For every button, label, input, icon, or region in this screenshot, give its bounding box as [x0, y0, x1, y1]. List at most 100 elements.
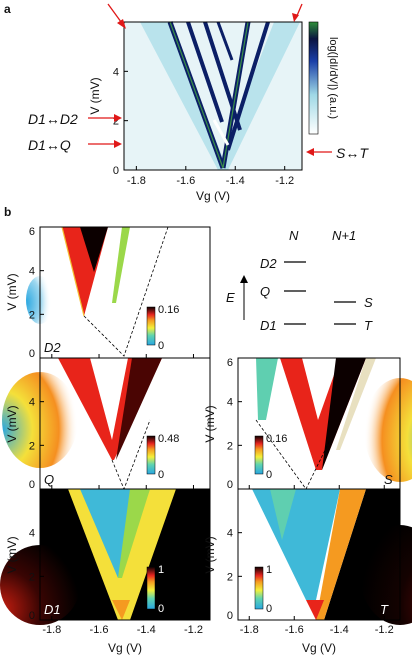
d1-xtick-label: -1.8 — [42, 624, 61, 636]
d2-colorbar — [146, 306, 156, 346]
q-label: Q — [44, 472, 54, 487]
panel-a-xlabel: Vg (V) — [196, 189, 230, 203]
d2-ytick-label: 0 — [29, 348, 35, 360]
d2-ylabel: V (mV) — [5, 273, 19, 310]
d2-green-stripe — [112, 227, 130, 303]
t-ylabel: V (mV) — [203, 536, 217, 573]
d2-cbar-max: 0.16 — [158, 304, 179, 316]
t-label: T — [380, 602, 389, 617]
d2-ytick-label: 6 — [29, 226, 35, 238]
panel-q: 0.48 0 Q — [2, 357, 211, 491]
d1-cbar-max: 1 — [158, 564, 164, 576]
d2-cbar-min: 0 — [158, 340, 164, 352]
panel-d1: 1 0 D1 — [0, 488, 211, 625]
panel-a-colorbar-label: log(|dI/dV|) (a.u.) — [327, 37, 339, 119]
d1-colorbar — [146, 566, 156, 610]
panel-a-x-ticks: -1.8 -1.6 -1.4 -1.2 — [127, 166, 294, 187]
t-ytick-label: 2 — [227, 571, 233, 583]
panel-s: 0.16 0 S — [237, 357, 412, 490]
t-xtick-label: -1.6 — [285, 624, 304, 636]
d1-xtick-label: -1.4 — [137, 624, 156, 636]
t-orange-stripe — [316, 489, 366, 620]
panel-a-ytick-label: 0 — [113, 165, 119, 177]
t-xtick-label: -1.8 — [240, 624, 259, 636]
panel-a-letter: a — [4, 2, 11, 16]
q-cbar-min: 0 — [158, 469, 164, 481]
q-ytick-label: 4 — [29, 397, 35, 409]
panel-t: 1 0 T — [237, 488, 412, 625]
level-d2-label: D2 — [260, 256, 277, 271]
s-ytick-label: 2 — [227, 440, 233, 452]
annotation-d1-q: D1↔Q — [28, 137, 71, 153]
level-col-n: N — [289, 228, 299, 243]
q-colorbar — [146, 435, 156, 475]
t-ytick-label: 4 — [227, 528, 233, 540]
d1-xtick-label: -1.6 — [90, 624, 109, 636]
d1-label: D1 — [44, 602, 61, 617]
level-t-label: T — [364, 318, 373, 333]
d1-xtick-label: -1.2 — [184, 624, 203, 636]
panel-b-ticks: 0 2 4 6 0 2 4 0 2 4 -1.8 -1.6 -1.4 -1.2 0 2 4 6 0 2 4 -1.8 -1.… — [29, 226, 394, 636]
s-teal-stripe — [256, 358, 278, 420]
d2-dark-core — [80, 227, 108, 272]
level-q-label: Q — [260, 284, 270, 299]
d1-ytick-label: 0 — [29, 610, 35, 622]
t-cbar-max: 1 — [266, 564, 272, 576]
t-colorbar — [254, 566, 264, 610]
t-cbar-min: 0 — [266, 603, 272, 615]
q-cbar-max: 0.48 — [158, 433, 179, 445]
panel-a-y-ticks: 0 2 4 — [113, 66, 128, 177]
s-ytick-label: 0 — [227, 479, 233, 491]
d1-green-stripe — [118, 489, 150, 578]
s-inner-white — [302, 358, 340, 420]
panel-a-white-segment — [212, 119, 230, 146]
right-xlabel: Vg (V) — [302, 641, 336, 655]
panel-a-ylabel: V (mV) — [88, 77, 102, 114]
panel-b-letter: b — [4, 205, 11, 219]
d1-ytick-label: 4 — [29, 528, 35, 540]
s-ylabel: V (mV) — [203, 405, 217, 442]
q-ytick-label: 2 — [29, 440, 35, 452]
s-ytick-label: 4 — [227, 397, 233, 409]
d2-label: D2 — [44, 340, 61, 355]
s-cbar-max: 0.16 — [266, 433, 287, 445]
level-col-n1: N+1 — [332, 228, 356, 243]
t-xtick-label: -1.2 — [375, 624, 394, 636]
panel-a-ytick-label: 4 — [113, 66, 119, 78]
panel-a-plot: log(|dI/dV|) (a.u.) 0 2 4 -1.8 -1.6 -1.4 -1.2… — [28, 3, 369, 203]
energy-label: E — [226, 290, 235, 305]
s-ytick-label: 6 — [227, 357, 233, 369]
annotation-d1-d2: D1↔D2 — [28, 111, 78, 127]
panel-a-outer-v — [140, 22, 300, 170]
energy-arrowhead — [240, 275, 248, 283]
q-ytick-label: 0 — [29, 479, 35, 491]
panel-d2: 0.16 0 D2 — [26, 226, 211, 359]
s-cbar-min: 0 — [266, 469, 272, 481]
t-cyan-region — [252, 489, 340, 600]
s-dark-stripe — [322, 358, 366, 470]
t-red-tip — [306, 600, 324, 620]
panel-a-frame — [123, 21, 303, 171]
q-inner-white — [90, 358, 128, 440]
d2-ytick-label: 4 — [29, 266, 35, 278]
q-ylabel: V (mV) — [5, 405, 19, 442]
panel-a-xtick-label: -1.6 — [176, 175, 195, 187]
level-s-label: S — [364, 295, 373, 310]
level-diagram: N N+1 E D2 Q D1 S T — [226, 228, 373, 333]
panel-a-xtick-label: -1.8 — [127, 175, 146, 187]
q-dark-stripe — [116, 358, 162, 460]
t-teal-stripe — [270, 489, 296, 540]
d1-ytick-label: 2 — [29, 571, 35, 583]
annotation-s-t: S↔T — [336, 145, 369, 161]
panel-a-xtick-label: -1.4 — [226, 175, 245, 187]
panel-a-xtick-label: -1.2 — [275, 175, 294, 187]
d2-dashed-v — [83, 226, 169, 357]
panel-a-colorbar — [308, 21, 319, 135]
panel-a-ytick-label: 2 — [113, 116, 119, 128]
d1-ylabel: V (mV) — [5, 536, 19, 573]
t-ytick-label: 0 — [227, 610, 233, 622]
level-d1-label: D1 — [260, 318, 277, 333]
d2-ytick-label: 2 — [29, 309, 35, 321]
d1-orange-tip — [112, 600, 130, 620]
